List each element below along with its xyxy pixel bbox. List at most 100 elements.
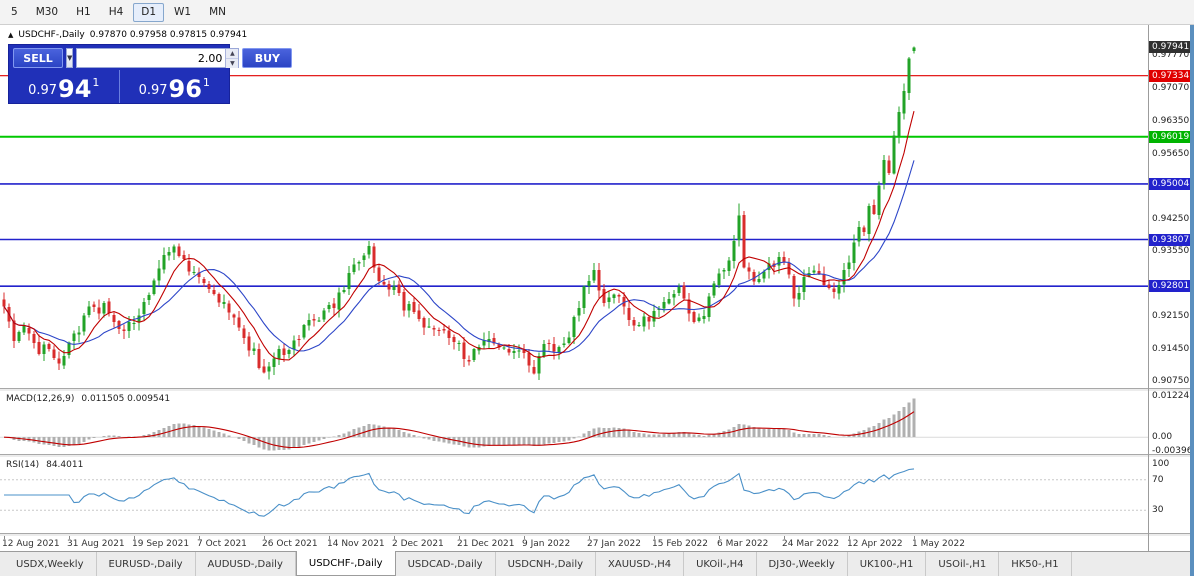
rsi-canvas <box>0 468 1148 517</box>
chart-tab-usoil-h1[interactable]: USOil-,H1 <box>926 552 1000 576</box>
chart-tab-usdcad-daily[interactable]: USDCAD-,Daily <box>396 552 496 576</box>
volume-input[interactable] <box>77 49 226 67</box>
price-tick-label: 0.94250 <box>1152 214 1190 224</box>
pane-splitter[interactable] <box>0 388 1194 391</box>
time-tick <box>264 536 265 539</box>
chart-tab-hk50-h1[interactable]: HK50-,H1 <box>999 552 1072 576</box>
bid-big-digits: 94 <box>58 74 92 103</box>
chart-tab-usdchf-daily[interactable]: USDCHF-,Daily <box>295 551 396 576</box>
price-line-marker: 0.97941 <box>1149 41 1193 53</box>
volume-dropdown-button[interactable]: ▼ <box>66 48 74 68</box>
symbol-ohlc: 0.97870 0.97958 0.97815 0.97941 <box>89 30 248 40</box>
time-label: 31 Aug 2021 <box>67 539 125 549</box>
bid-price[interactable]: 0.97 94 1 <box>9 70 119 103</box>
chart-tab-xauusd-h4[interactable]: XAUUSD-,H4 <box>596 552 685 576</box>
price-tick-label: 0.93550 <box>1152 246 1190 256</box>
time-label: 14 Nov 2021 <box>327 539 385 549</box>
chart-tab-audusd-daily[interactable]: AUDUSD-,Daily <box>196 552 296 576</box>
rsi-tick-label: 100 <box>1152 459 1170 469</box>
time-tick <box>134 536 135 539</box>
pane-splitter[interactable] <box>0 533 1194 536</box>
volume-field: ▲ ▼ <box>76 48 240 68</box>
volume-spinner: ▲ ▼ <box>225 49 239 68</box>
chart-tabs-bar: USDX,Weekly EURUSD-,Daily AUDUSD-,Daily USD… <box>0 551 1194 576</box>
time-label: 2 Dec 2021 <box>392 539 444 549</box>
sell-button[interactable]: SELL <box>13 48 63 68</box>
macd-tick-label: -0.003961 <box>1152 446 1194 456</box>
timeframe-mn[interactable]: MN <box>209 6 227 18</box>
symbol-info: ▲ USDCHF-,Daily 0.97870 0.97958 0.97815 … <box>8 30 247 40</box>
macd-values: 0.011505 0.009541 <box>81 394 171 404</box>
price-tick-label: 0.97070 <box>1152 83 1190 93</box>
pane-splitter[interactable] <box>0 454 1194 457</box>
macd-canvas <box>0 398 1148 451</box>
timeframe-5[interactable]: 5 <box>11 6 18 18</box>
time-label: 7 Oct 2021 <box>197 539 247 549</box>
time-tick <box>784 536 785 539</box>
ask-big-digits: 96 <box>168 74 202 103</box>
time-tick <box>654 536 655 539</box>
rsi-name: RSI(14) <box>6 460 40 470</box>
chart-tab-dj30-weekly[interactable]: DJ30-,Weekly <box>757 552 848 576</box>
ask-price[interactable]: 0.97 96 1 <box>118 70 230 103</box>
ask-prefix: 0.97 <box>138 83 168 98</box>
price-tick-label: 0.91450 <box>1152 344 1190 354</box>
price-tick-label: 0.96350 <box>1152 116 1190 126</box>
axis-border <box>1148 25 1149 551</box>
chevron-down-icon: ▼ <box>67 54 73 62</box>
time-axis[interactable]: 12 Aug 2021 31 Aug 2021 19 Sep 2021 7 Oct 2… <box>0 536 1148 551</box>
time-label: 9 Jan 2022 <box>522 539 571 549</box>
rsi-tick-label: 30 <box>1152 505 1164 515</box>
chart-tab-usdx-weekly[interactable]: USDX,Weekly <box>4 552 97 576</box>
time-label: 27 Jan 2022 <box>587 539 641 549</box>
time-tick <box>459 536 460 539</box>
chart-tab-eurusd-daily[interactable]: EURUSD-,Daily <box>97 552 196 576</box>
rsi-indicator-label: RSI(14) 84.4011 <box>4 460 86 470</box>
timeframe-m30[interactable]: M30 <box>35 6 59 18</box>
price-line-marker: 0.95004 <box>1149 178 1193 190</box>
price-tick-label: 0.97770 <box>1152 50 1190 60</box>
ask-pip-fraction: 1 <box>202 76 210 89</box>
time-tick <box>524 536 525 539</box>
bid-prefix: 0.97 <box>28 83 58 98</box>
symbol-name: USDCHF-,Daily <box>18 30 85 40</box>
macd-pane[interactable] <box>0 391 1148 454</box>
timeframe-h1[interactable]: H1 <box>76 6 91 18</box>
rsi-axis[interactable]: 100 70 30 <box>1149 457 1190 533</box>
time-label: 26 Oct 2021 <box>262 539 318 549</box>
macd-tick-label: 0.00 <box>1152 432 1173 442</box>
buy-button[interactable]: BUY <box>242 48 293 68</box>
time-tick <box>4 536 5 539</box>
chart-tab-usdcnh-daily[interactable]: USDCNH-,Daily <box>496 552 597 576</box>
time-label: 12 Aug 2021 <box>2 539 60 549</box>
time-tick <box>719 536 720 539</box>
chart-tab-ukoil-h4[interactable]: UKOil-,H4 <box>684 552 757 576</box>
price-line-marker: 0.96019 <box>1149 131 1193 143</box>
macd-axis[interactable]: 0.012242 0.00 -0.003961 <box>1149 391 1194 456</box>
price-tick-label: 0.95650 <box>1152 149 1190 159</box>
time-label: 12 Apr 2022 <box>847 539 903 549</box>
time-label: 15 Feb 2022 <box>652 539 709 549</box>
rsi-tick-label: 70 <box>1152 475 1164 485</box>
timeframe-d1[interactable]: D1 <box>133 2 165 22</box>
time-label: 24 Mar 2022 <box>782 539 840 549</box>
price-axis[interactable]: 0.97770 0.97070 0.96350 0.95650 0.94250 0.935… <box>1149 25 1193 388</box>
timeframe-h4[interactable]: H4 <box>108 6 124 18</box>
one-click-trading-panel: SELL ▼ ▲ ▼ BUY 0.97 94 1 0.97 96 <box>8 44 293 104</box>
volume-increase-button[interactable]: ▲ <box>226 49 239 58</box>
time-label: 1 May 2022 <box>912 539 965 549</box>
price-line-marker: 0.97334 <box>1149 70 1193 82</box>
macd-tick-label: 0.012242 <box>1152 391 1194 401</box>
candlestick-chart-canvas <box>0 46 1148 380</box>
price-line-marker: 0.93807 <box>1149 234 1193 246</box>
price-tick-label: 0.90750 <box>1152 376 1190 386</box>
time-tick <box>329 536 330 539</box>
volume-decrease-button[interactable]: ▼ <box>226 58 239 68</box>
time-tick <box>914 536 915 539</box>
timeframe-w1[interactable]: W1 <box>174 6 192 18</box>
rsi-value: 84.4011 <box>46 460 84 470</box>
chart-tab-uk100-h1[interactable]: UK100-,H1 <box>848 552 927 576</box>
time-tick <box>199 536 200 539</box>
rsi-pane[interactable] <box>0 457 1148 533</box>
